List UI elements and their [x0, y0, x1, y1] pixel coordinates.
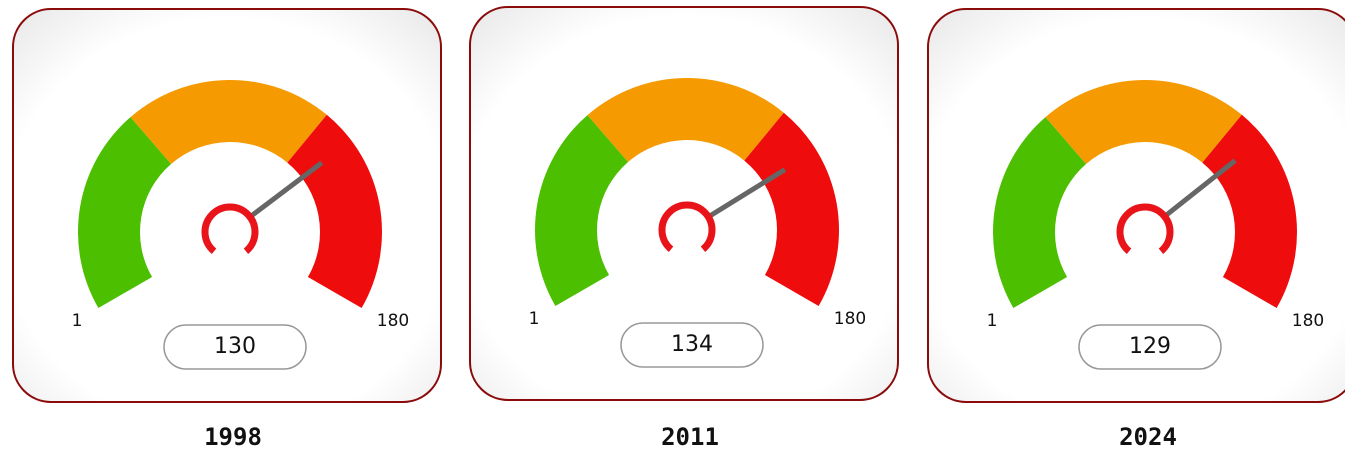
gauge-card: 1 180 130 1998	[12, 8, 442, 451]
max-label: 180	[1292, 311, 1324, 331]
needle	[704, 167, 787, 221]
hub	[658, 201, 716, 252]
value-box	[1078, 324, 1222, 370]
value-label: 129	[1129, 334, 1171, 359]
needle	[1160, 158, 1237, 221]
gauge-band	[587, 78, 784, 162]
value-box	[620, 322, 764, 368]
value-label: 130	[214, 334, 256, 359]
gauge-band	[744, 112, 839, 306]
gauge-band	[993, 117, 1087, 308]
gauge-band	[1202, 114, 1297, 308]
min-label: 1	[987, 311, 998, 331]
gauge-band	[1045, 80, 1242, 164]
hub	[201, 203, 259, 254]
hub	[1116, 203, 1174, 254]
gauge-band	[130, 80, 327, 164]
gauge-card: 1 180 129 2024	[927, 8, 1345, 451]
min-label: 1	[529, 309, 540, 329]
gauge-band	[535, 115, 629, 306]
value-label: 134	[671, 332, 713, 357]
needle	[246, 160, 324, 221]
gauge-title: 2024	[1119, 423, 1177, 451]
gauge-card: 1 180 134 2011	[469, 6, 899, 451]
gauge-band	[78, 117, 172, 308]
min-label: 1	[72, 311, 83, 331]
gauge-title: 1998	[204, 423, 262, 451]
gauge-title: 2011	[661, 423, 719, 451]
max-label: 180	[834, 309, 866, 329]
value-box	[163, 324, 307, 370]
gauge-band	[287, 114, 382, 308]
max-label: 180	[377, 311, 409, 331]
